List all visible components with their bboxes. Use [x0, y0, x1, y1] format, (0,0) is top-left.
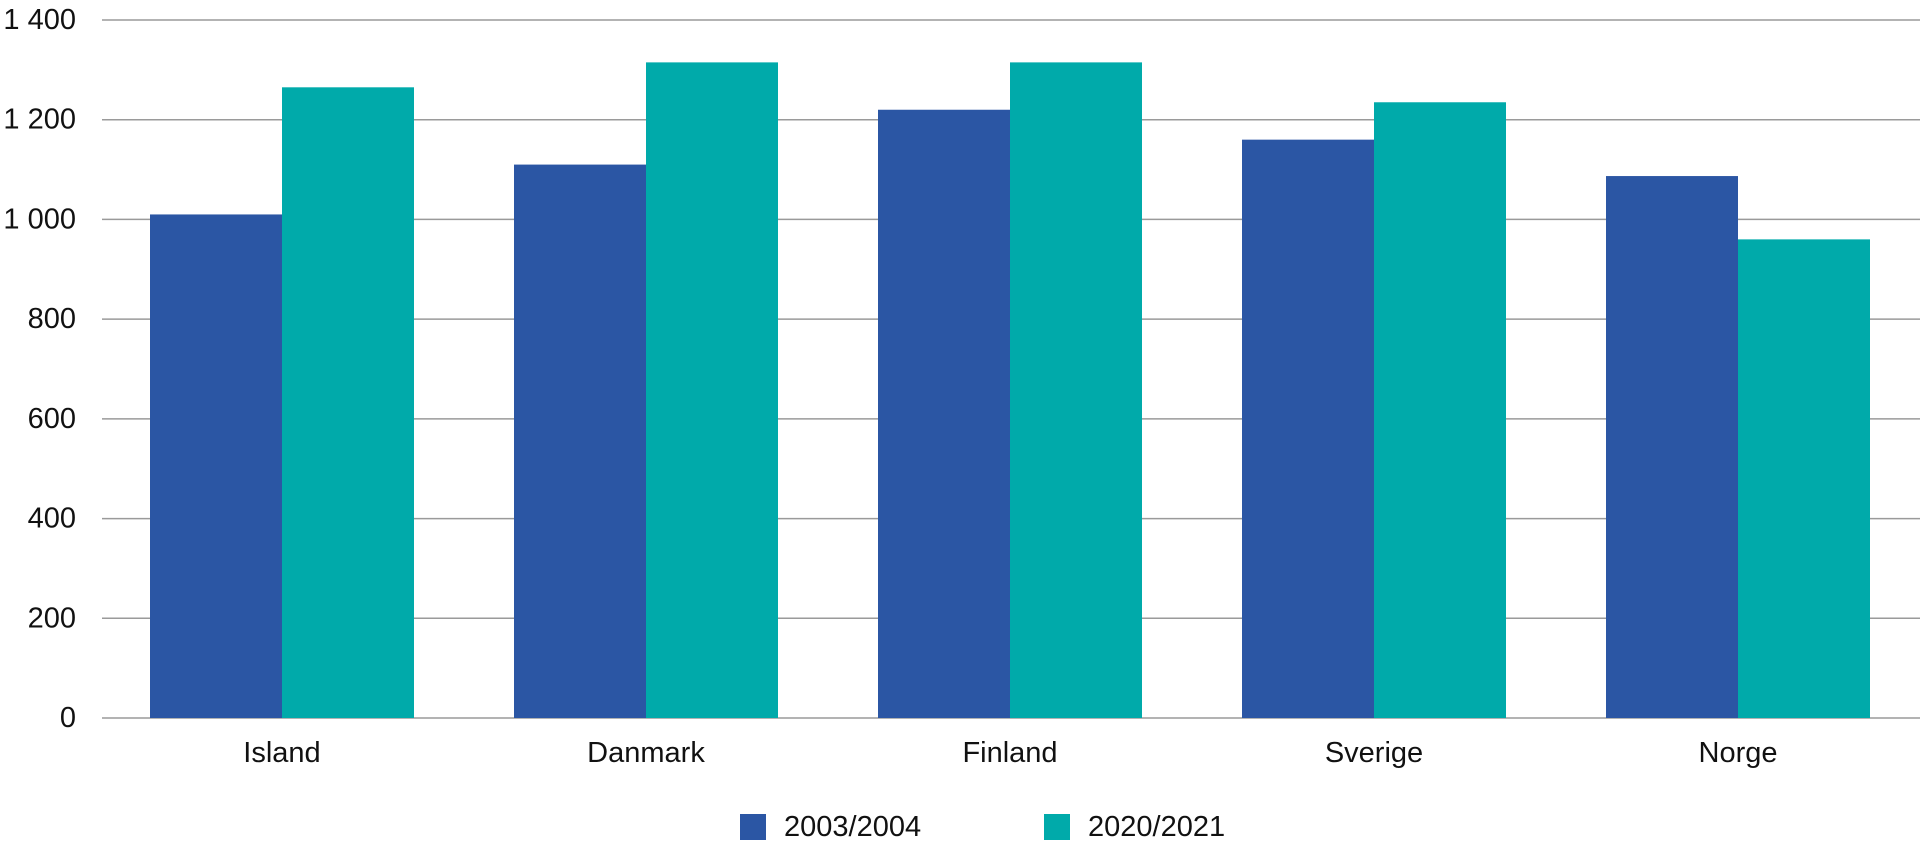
y-axis-tick-labels: 0 200 400 600 800 1 000 1 200 1 400	[3, 4, 76, 734]
bar	[282, 87, 414, 719]
bar	[646, 62, 778, 719]
bar	[1242, 139, 1374, 718]
y-tick-label: 1 200	[3, 104, 76, 136]
x-tick-label: Sverige	[1325, 737, 1423, 769]
legend-label: 2003/2004	[784, 811, 921, 843]
bar	[878, 109, 1010, 718]
bars	[150, 62, 1870, 719]
bar	[1374, 102, 1506, 718]
legend-swatch	[740, 814, 766, 840]
y-tick-label: 400	[28, 503, 76, 535]
y-tick-label: 1 400	[3, 4, 76, 36]
bar	[1010, 62, 1142, 719]
y-tick-label: 200	[28, 602, 76, 634]
x-tick-label: Danmark	[587, 737, 705, 769]
y-tick-label: 600	[28, 403, 76, 435]
legend-swatch	[1044, 814, 1070, 840]
x-tick-label: Finland	[962, 737, 1057, 769]
legend-label: 2020/2021	[1088, 811, 1225, 843]
x-tick-label: Island	[243, 737, 320, 769]
x-axis-tick-labels: Island Danmark Finland Sverige Norge	[243, 737, 1777, 769]
y-tick-label: 800	[28, 303, 76, 335]
bar	[514, 164, 646, 719]
x-tick-label: Norge	[1699, 737, 1778, 769]
y-tick-label: 0	[60, 702, 76, 734]
bar	[1738, 239, 1870, 718]
legend: 2003/2004 2020/2021	[740, 811, 1225, 843]
bar	[150, 214, 282, 718]
bar	[1606, 176, 1738, 718]
y-tick-label: 1 000	[3, 203, 76, 235]
